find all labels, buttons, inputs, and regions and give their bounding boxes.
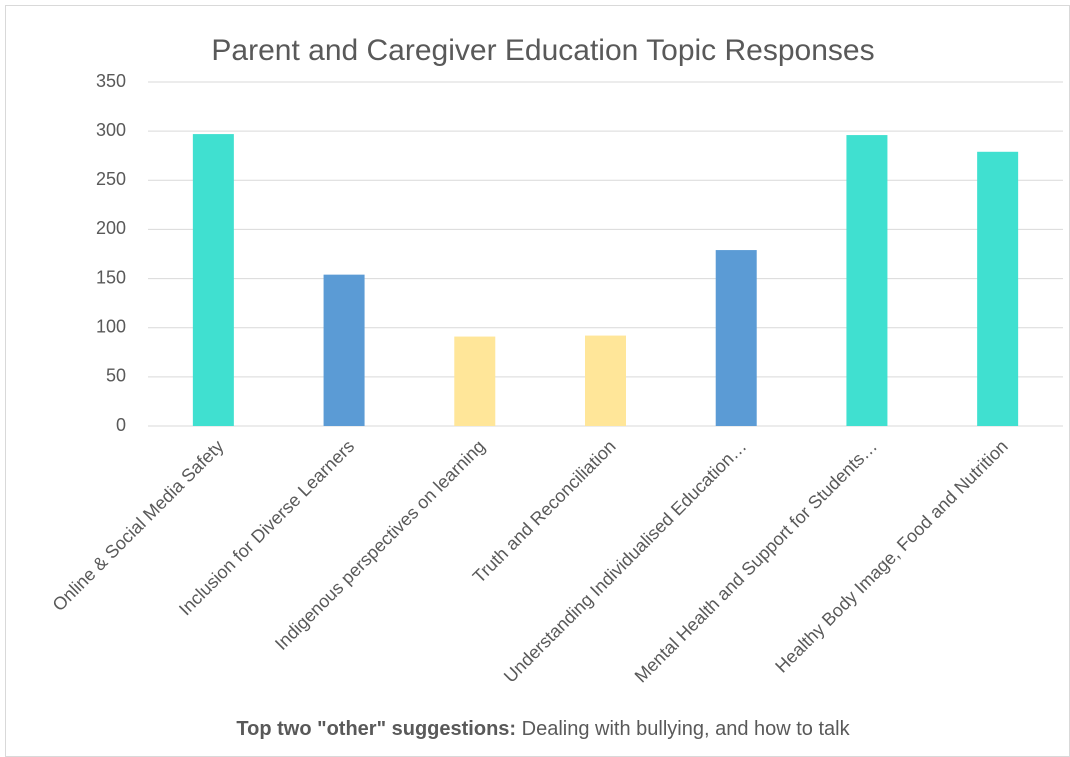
bar xyxy=(192,134,234,426)
chart-title: Parent and Caregiver Education Topic Res… xyxy=(211,34,874,67)
bar xyxy=(846,135,888,426)
bar xyxy=(323,274,365,426)
x-tick-label: Truth and Reconciliation xyxy=(469,436,620,587)
x-tick-label: Healthy Body Image, Food and Nutrition xyxy=(771,436,1012,677)
y-tick-label: 350 xyxy=(96,71,126,91)
bar xyxy=(454,336,496,426)
footnote-text: Dealing with bullying, and how to talk xyxy=(516,718,851,740)
footnote: Top two "other" suggestions: Dealing wit… xyxy=(236,718,850,740)
y-tick-label: 200 xyxy=(96,218,126,238)
y-tick-label: 150 xyxy=(96,267,126,287)
bar xyxy=(585,335,626,426)
x-tick-label: Indigenous perspectives on learning xyxy=(271,436,489,654)
y-tick-label: 50 xyxy=(106,366,126,386)
bar xyxy=(977,151,1019,427)
x-tick-label: Understanding Individualised Education… xyxy=(500,436,750,686)
x-tick-label: Mental Health and Support for Students… xyxy=(631,436,881,686)
y-tick-label: 250 xyxy=(96,169,126,189)
y-tick-label: 300 xyxy=(96,120,126,140)
y-tick-label: 100 xyxy=(96,316,126,336)
y-tick-label: 0 xyxy=(116,415,126,435)
bar xyxy=(715,250,757,426)
footnote-bold: Top two "other" suggestions: xyxy=(236,718,516,740)
